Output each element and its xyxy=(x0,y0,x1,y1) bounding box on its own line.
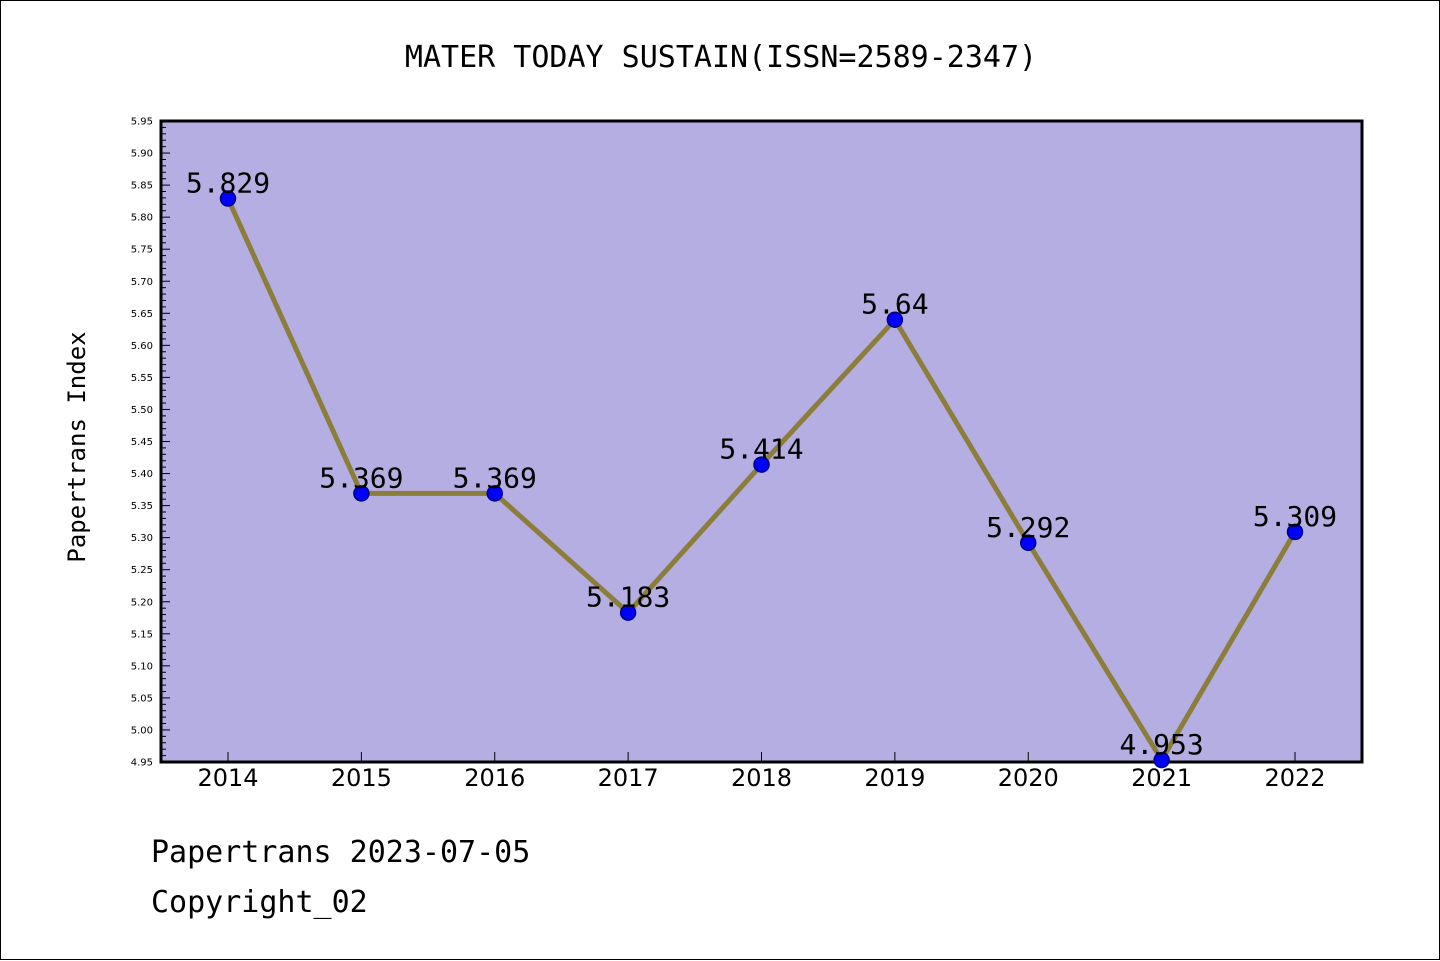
y-tick-label: 5.95 xyxy=(131,117,153,128)
y-axis-label: Papertrans Index xyxy=(63,331,91,562)
data-point xyxy=(1286,523,1304,541)
data-point xyxy=(353,485,370,502)
x-tick-label: 2020 xyxy=(998,764,1059,792)
y-tick-label: 5.65 xyxy=(131,309,153,320)
x-tick-label: 2018 xyxy=(731,764,792,792)
x-tick-label: 2017 xyxy=(598,764,659,792)
y-tick-label: 5.10 xyxy=(131,661,153,672)
data-label: 5.309 xyxy=(1253,500,1337,533)
y-tick-label: 5.90 xyxy=(131,149,153,160)
y-tick-label: 5.60 xyxy=(131,341,153,352)
data-label: 5.829 xyxy=(186,167,270,200)
data-point xyxy=(1153,751,1170,769)
y-tick-label: 5.00 xyxy=(131,725,153,736)
data-point xyxy=(1020,534,1037,552)
data-label: 5.183 xyxy=(586,581,670,614)
footer-date: Papertrans 2023-07-05 xyxy=(151,835,531,870)
data-point xyxy=(219,190,237,207)
data-point xyxy=(619,604,637,621)
y-tick-label: 5.35 xyxy=(131,501,153,512)
y-tick-label: 5.80 xyxy=(131,213,153,224)
y-tick-label: 5.75 xyxy=(131,245,153,256)
y-tick-label: 5.30 xyxy=(131,533,153,544)
data-label: 4.953 xyxy=(1119,728,1203,761)
footer-copyright: Copyright_02 xyxy=(151,885,368,920)
y-tick-label: 5.70 xyxy=(131,277,153,288)
data-label: 5.369 xyxy=(319,461,403,494)
y-tick-label: 5.15 xyxy=(131,629,153,640)
y-tick-label: 4.95 xyxy=(131,758,153,769)
data-label: 5.292 xyxy=(986,511,1070,544)
y-axis-ticks: 4.95 5.00 5.05 5.10 5.15 5.20 5.25 5.30 5.35 5.40… xyxy=(131,117,170,769)
y-tick-label: 5.25 xyxy=(131,565,153,576)
y-tick-label: 5.40 xyxy=(131,469,153,480)
x-tick-label: 2015 xyxy=(331,764,392,792)
y-tick-label: 5.05 xyxy=(131,693,153,704)
x-axis-ticks: 2014 2015 2016 2017 2018 2019 2020 2021 2022 xyxy=(197,752,1326,792)
chart-title: MATER TODAY SUSTAIN(ISSN=2589-2347) xyxy=(405,40,1037,75)
data-point xyxy=(486,485,503,502)
data-point xyxy=(886,311,904,328)
y-tick-label: 5.50 xyxy=(131,405,153,416)
data-labels: 5.829 5.369 5.369 5.183 5.414 5.64 5.292 4.953 5… xyxy=(186,167,1337,762)
data-label: 5.414 xyxy=(719,433,803,466)
y-tick-label: 5.45 xyxy=(131,437,153,448)
x-tick-label: 2014 xyxy=(197,764,258,792)
y-tick-label: 5.20 xyxy=(131,597,153,608)
x-tick-label: 2016 xyxy=(464,764,525,792)
data-point xyxy=(753,456,770,473)
data-label: 5.369 xyxy=(453,461,537,494)
data-label: 5.64 xyxy=(861,288,928,321)
x-tick-label: 2022 xyxy=(1264,764,1325,792)
y-tick-label: 5.55 xyxy=(131,373,153,384)
y-tick-label: 5.85 xyxy=(131,181,153,192)
plot-area xyxy=(159,119,1364,764)
x-tick-label: 2019 xyxy=(864,764,925,792)
x-tick-label: 2021 xyxy=(1131,764,1192,792)
data-points xyxy=(219,190,1304,769)
